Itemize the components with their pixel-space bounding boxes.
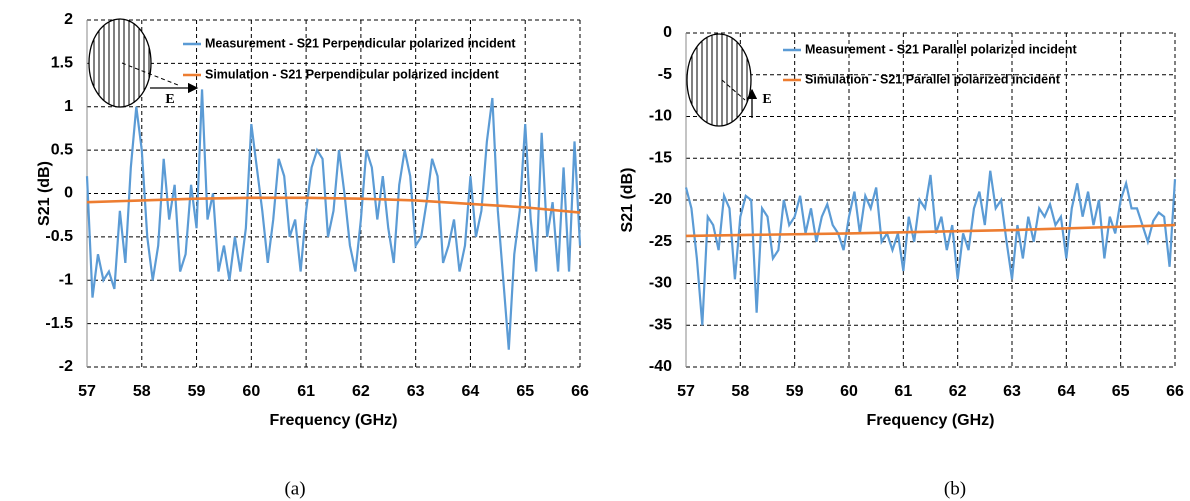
- y-tick-label: 1.5: [51, 55, 73, 72]
- x-tick-label: 66: [571, 383, 589, 400]
- x-tick-label: 63: [407, 383, 425, 400]
- polarization-icon: E: [686, 33, 772, 127]
- x-tick-label: 57: [677, 383, 695, 400]
- data-line: [86, 196, 581, 214]
- legend-label: Measurement - S21 Perpendicular polarize…: [205, 36, 516, 50]
- x-tick-label: 59: [188, 383, 206, 400]
- legend-label: Simulation - S21 Perpendicular polarized…: [205, 67, 500, 81]
- x-tick-label: 61: [297, 383, 315, 400]
- x-tick-label: 64: [1057, 383, 1075, 400]
- x-tick-label: 63: [1003, 383, 1021, 400]
- y-tick-label: -0.5: [45, 228, 73, 245]
- y-tick-label: -1: [59, 271, 73, 288]
- y-tick-label: 0.5: [51, 141, 73, 158]
- y-tick-label: -25: [649, 233, 672, 250]
- y-tick-label: -40: [649, 358, 672, 375]
- icon-label: E: [165, 92, 174, 107]
- x-tick-label: 61: [894, 383, 912, 400]
- y-tick-label: -10: [649, 108, 672, 125]
- data-line: [85, 89, 582, 350]
- y-axis-label: S21 (dB): [36, 161, 53, 226]
- icon-dash: [721, 79, 746, 101]
- y-tick-label: 0: [64, 185, 73, 202]
- icon-ellipse: [88, 18, 152, 108]
- icon-ellipse: [686, 33, 752, 127]
- y-axis-label: S21 (dB): [619, 168, 636, 233]
- x-tick-label: 64: [462, 383, 480, 400]
- x-tick-label: 66: [1166, 383, 1184, 400]
- y-tick-label: 2: [64, 11, 73, 28]
- x-tick-label: 62: [352, 383, 370, 400]
- x-axis-label: Frequency (GHz): [269, 412, 397, 429]
- x-tick-label: 62: [949, 383, 967, 400]
- y-tick-label: -5: [658, 66, 672, 83]
- x-tick-label: 58: [133, 383, 151, 400]
- x-tick-label: 60: [840, 383, 858, 400]
- y-tick-label: -1.5: [45, 315, 73, 332]
- caption: (b): [944, 478, 966, 499]
- legend-label: Measurement - S21 Parallel polarized inc…: [805, 42, 1077, 56]
- x-tick-label: 65: [1112, 383, 1130, 400]
- y-tick-label: -15: [649, 149, 672, 166]
- y-tick-label: -20: [649, 191, 672, 208]
- y-tick-label: -35: [649, 316, 672, 333]
- x-tick-label: 59: [786, 383, 804, 400]
- x-tick-label: 57: [78, 383, 96, 400]
- x-tick-label: 58: [731, 383, 749, 400]
- x-tick-label: 60: [242, 383, 260, 400]
- legend-label: Simulation - S21 Parallel polarized inci…: [805, 72, 1061, 86]
- y-tick-label: -30: [649, 275, 672, 292]
- icon-label: E: [762, 92, 771, 107]
- data-line: [684, 170, 1177, 326]
- caption: (a): [284, 478, 305, 499]
- data-line: [685, 223, 1176, 238]
- y-tick-label: 1: [64, 98, 73, 115]
- y-tick-label: 0: [663, 24, 672, 41]
- x-axis-label: Frequency (GHz): [866, 412, 994, 429]
- x-tick-label: 65: [516, 383, 534, 400]
- y-tick-label: -2: [59, 358, 73, 375]
- icon-dash: [121, 62, 179, 86]
